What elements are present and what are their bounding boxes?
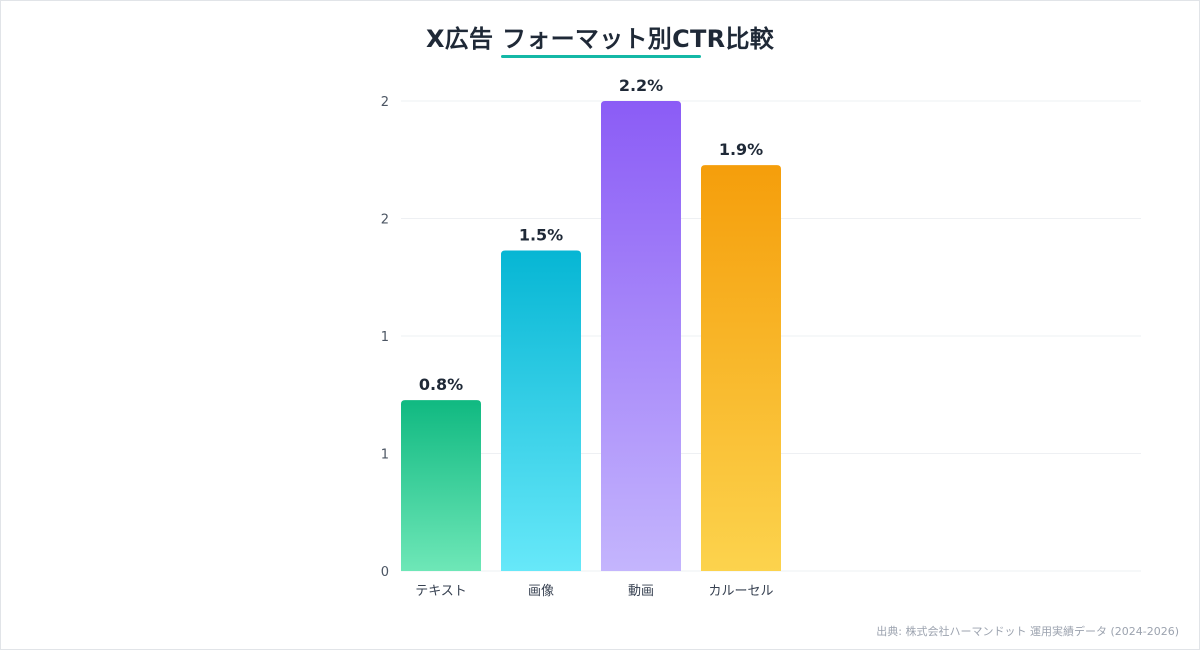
bar-1 bbox=[501, 250, 581, 571]
bars bbox=[401, 101, 781, 571]
y-tick-label: 2 bbox=[381, 95, 389, 110]
bar-value-label: 1.5% bbox=[519, 226, 563, 245]
x-tick-label: 画像 bbox=[528, 584, 554, 599]
title-underline bbox=[501, 55, 701, 58]
y-tick-label: 1 bbox=[381, 330, 389, 345]
x-tick-label: 動画 bbox=[628, 584, 654, 599]
bar-value-label: 0.8% bbox=[419, 375, 463, 394]
source-note: 出典: 株式会社ハーマンドット 運用実績データ (2024-2026) bbox=[876, 625, 1179, 638]
bar-value-label: 1.9% bbox=[719, 140, 763, 159]
x-tick-label: テキスト bbox=[415, 584, 467, 599]
y-tick-label: 1 bbox=[381, 448, 389, 463]
labels: 0 1 1 2 2 0.8% テキスト 1.5% 画像 2.2% 動画 1.9% カルーセル bbox=[381, 76, 774, 599]
y-tick-label: 2 bbox=[381, 213, 389, 228]
bar-0 bbox=[401, 400, 481, 571]
bar-3 bbox=[701, 165, 781, 571]
chart-title: X広告 フォーマット別CTR比較 bbox=[425, 25, 775, 53]
x-tick-label: カルーセル bbox=[708, 584, 773, 599]
y-tick-label: 0 bbox=[381, 565, 389, 580]
bar-2 bbox=[601, 101, 681, 571]
bar-value-label: 2.2% bbox=[619, 76, 663, 95]
